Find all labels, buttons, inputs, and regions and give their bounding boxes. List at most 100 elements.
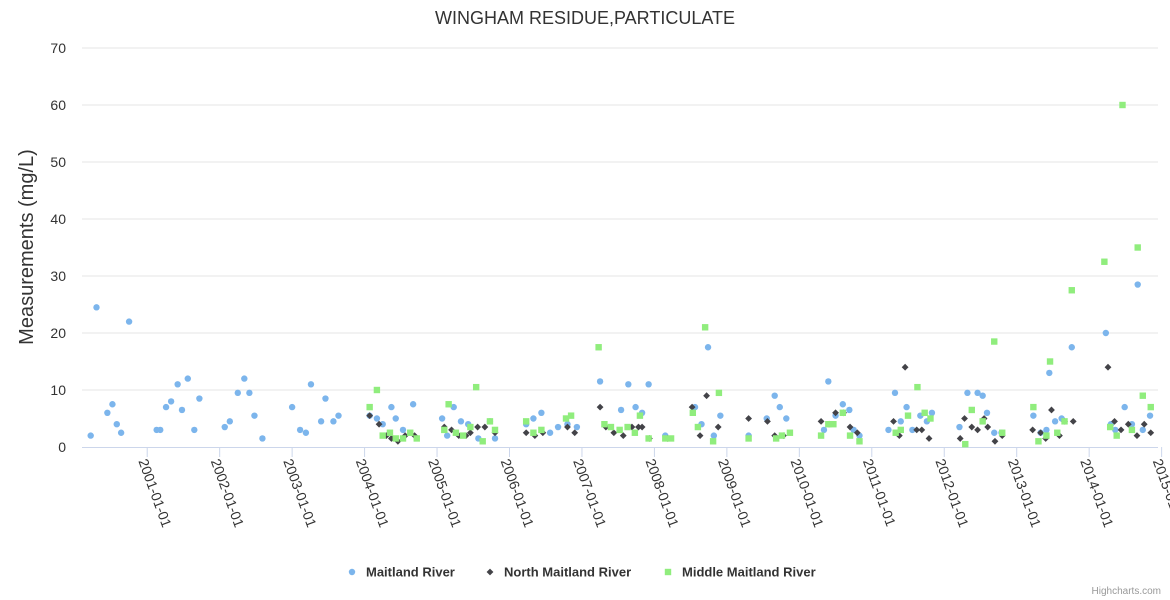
credits-link[interactable]: Highcharts.com	[1092, 586, 1161, 597]
data-point[interactable]	[617, 406, 625, 414]
data-point[interactable]	[407, 429, 414, 436]
data-point[interactable]	[307, 381, 315, 388]
data-point[interactable]	[191, 426, 198, 434]
data-point[interactable]	[979, 392, 986, 399]
data-point[interactable]	[914, 383, 921, 391]
data-point[interactable]	[409, 401, 417, 408]
data-point[interactable]	[776, 403, 783, 411]
data-point[interactable]	[1069, 417, 1077, 425]
data-point[interactable]	[1124, 420, 1132, 428]
data-point[interactable]	[1101, 258, 1108, 265]
data-point[interactable]	[979, 418, 986, 425]
data-point[interactable]	[562, 415, 570, 422]
data-point[interactable]	[999, 429, 1006, 436]
data-point[interactable]	[87, 432, 94, 439]
data-point[interactable]	[825, 421, 832, 428]
data-point[interactable]	[616, 426, 623, 434]
data-point[interactable]	[631, 429, 639, 436]
data-point[interactable]	[778, 432, 786, 439]
data-point[interactable]	[897, 418, 904, 425]
data-point[interactable]	[167, 398, 175, 405]
data-point[interactable]	[1106, 423, 1114, 431]
data-point[interactable]	[567, 412, 575, 419]
data-point[interactable]	[392, 435, 399, 442]
legend-item-north-maitland-river[interactable]: North Maitland River	[486, 565, 632, 580]
data-point[interactable]	[846, 432, 854, 439]
data-point[interactable]	[856, 438, 863, 445]
data-point[interactable]	[1043, 426, 1050, 434]
data-point[interactable]	[184, 375, 191, 382]
data-point[interactable]	[573, 423, 581, 431]
data-point[interactable]	[703, 392, 710, 400]
data-point[interactable]	[913, 426, 921, 434]
data-point[interactable]	[472, 383, 480, 391]
data-point[interactable]	[624, 423, 631, 431]
data-point[interactable]	[783, 415, 790, 422]
legend-item-maitland-river[interactable]: Maitland River	[348, 565, 455, 580]
data-point[interactable]	[481, 423, 489, 431]
data-point[interactable]	[1046, 358, 1054, 365]
data-point[interactable]	[830, 421, 837, 428]
data-point[interactable]	[619, 432, 627, 439]
data-point[interactable]	[1128, 421, 1136, 428]
data-point[interactable]	[109, 401, 116, 408]
data-point[interactable]	[474, 423, 482, 431]
data-point[interactable]	[961, 415, 968, 422]
data-point[interactable]	[438, 415, 446, 422]
data-point[interactable]	[104, 409, 111, 416]
data-point[interactable]	[296, 426, 304, 434]
data-point[interactable]	[688, 403, 696, 411]
data-point[interactable]	[1140, 420, 1148, 428]
data-point[interactable]	[366, 412, 374, 420]
data-point[interactable]	[635, 423, 642, 431]
data-point[interactable]	[786, 429, 794, 436]
data-point[interactable]	[817, 432, 825, 439]
data-point[interactable]	[991, 338, 998, 345]
data-point[interactable]	[745, 415, 753, 422]
data-point[interactable]	[1134, 281, 1141, 288]
data-point[interactable]	[962, 440, 969, 448]
data-point[interactable]	[645, 381, 652, 388]
legend-item-middle-maitland-river[interactable]: Middle Maitland River	[664, 565, 816, 580]
data-point[interactable]	[379, 421, 386, 428]
data-point[interactable]	[392, 415, 399, 422]
data-point[interactable]	[178, 406, 186, 414]
data-point[interactable]	[564, 423, 571, 431]
data-point[interactable]	[709, 438, 717, 445]
data-point[interactable]	[839, 409, 847, 416]
data-point[interactable]	[322, 395, 329, 402]
data-point[interactable]	[601, 421, 608, 428]
data-point[interactable]	[1037, 429, 1045, 437]
data-point[interactable]	[610, 429, 618, 437]
data-point[interactable]	[714, 423, 722, 431]
data-point[interactable]	[302, 429, 310, 436]
data-point[interactable]	[772, 435, 780, 442]
legend-marker[interactable]	[348, 568, 356, 576]
data-point[interactable]	[974, 389, 981, 397]
data-point[interactable]	[486, 418, 494, 425]
data-point[interactable]	[596, 403, 604, 411]
legend[interactable]: Maitland River North Maitland River Middle…	[348, 565, 816, 580]
data-point[interactable]	[710, 432, 718, 439]
data-point[interactable]	[1068, 344, 1075, 351]
data-point[interactable]	[1046, 369, 1053, 377]
data-point[interactable]	[715, 389, 723, 397]
data-point[interactable]	[1146, 412, 1154, 419]
data-point[interactable]	[968, 423, 976, 431]
data-point[interactable]	[927, 415, 934, 422]
data-point[interactable]	[903, 403, 910, 411]
data-point[interactable]	[625, 381, 632, 388]
data-point[interactable]	[595, 344, 602, 351]
data-point[interactable]	[1030, 412, 1037, 419]
data-point[interactable]	[479, 438, 486, 445]
data-point[interactable]	[645, 435, 652, 442]
data-point[interactable]	[891, 389, 899, 397]
data-point[interactable]	[1134, 244, 1141, 251]
data-point[interactable]	[375, 420, 383, 428]
data-point[interactable]	[457, 418, 465, 425]
data-point[interactable]	[491, 435, 499, 442]
data-point[interactable]	[125, 318, 133, 325]
data-point[interactable]	[1102, 329, 1110, 337]
data-point[interactable]	[745, 435, 752, 442]
data-point[interactable]	[467, 423, 474, 431]
